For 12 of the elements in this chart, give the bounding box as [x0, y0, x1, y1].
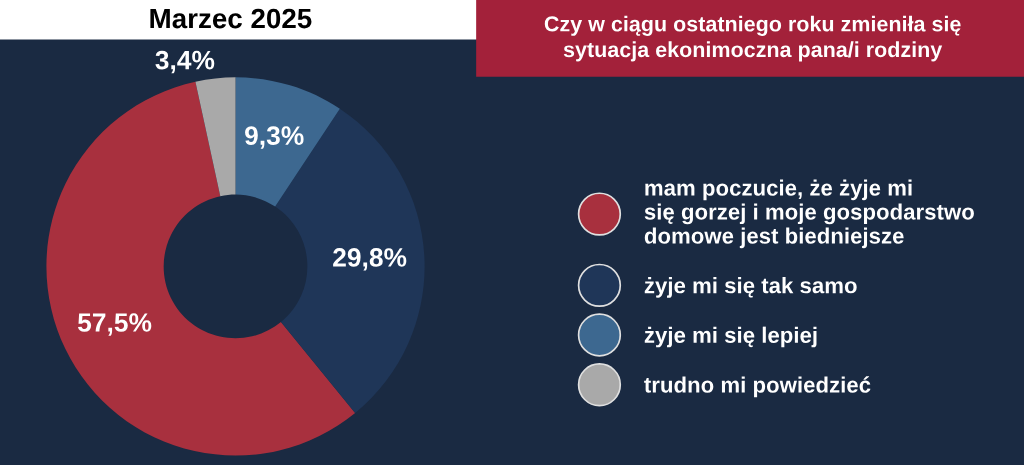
donut-slice [195, 77, 236, 197]
legend-label: żyje mi się tak samo [644, 277, 857, 298]
chart-title: Marzec 2025 [150, 8, 312, 29]
donut-slice [235, 77, 340, 207]
legend-label: mam poczucie, że żyje mi się gorzej i moje gospodarstwo domowe jest biedniejsze [644, 179, 974, 249]
chart-subtitle: Czy w ciągu ostatniego roku zmieniła się sytuacja ekonimoczna pana/i rodziny [544, 15, 961, 62]
data-label: 29,8% [333, 248, 407, 271]
legend-label: żyje mi się lepiej [644, 326, 817, 348]
data-label: 9,3% [245, 126, 304, 149]
data-label: 57,5% [77, 313, 152, 336]
legend-label: trudno mi powiedzieć [644, 376, 871, 398]
data-label: 3,4% [155, 50, 215, 74]
